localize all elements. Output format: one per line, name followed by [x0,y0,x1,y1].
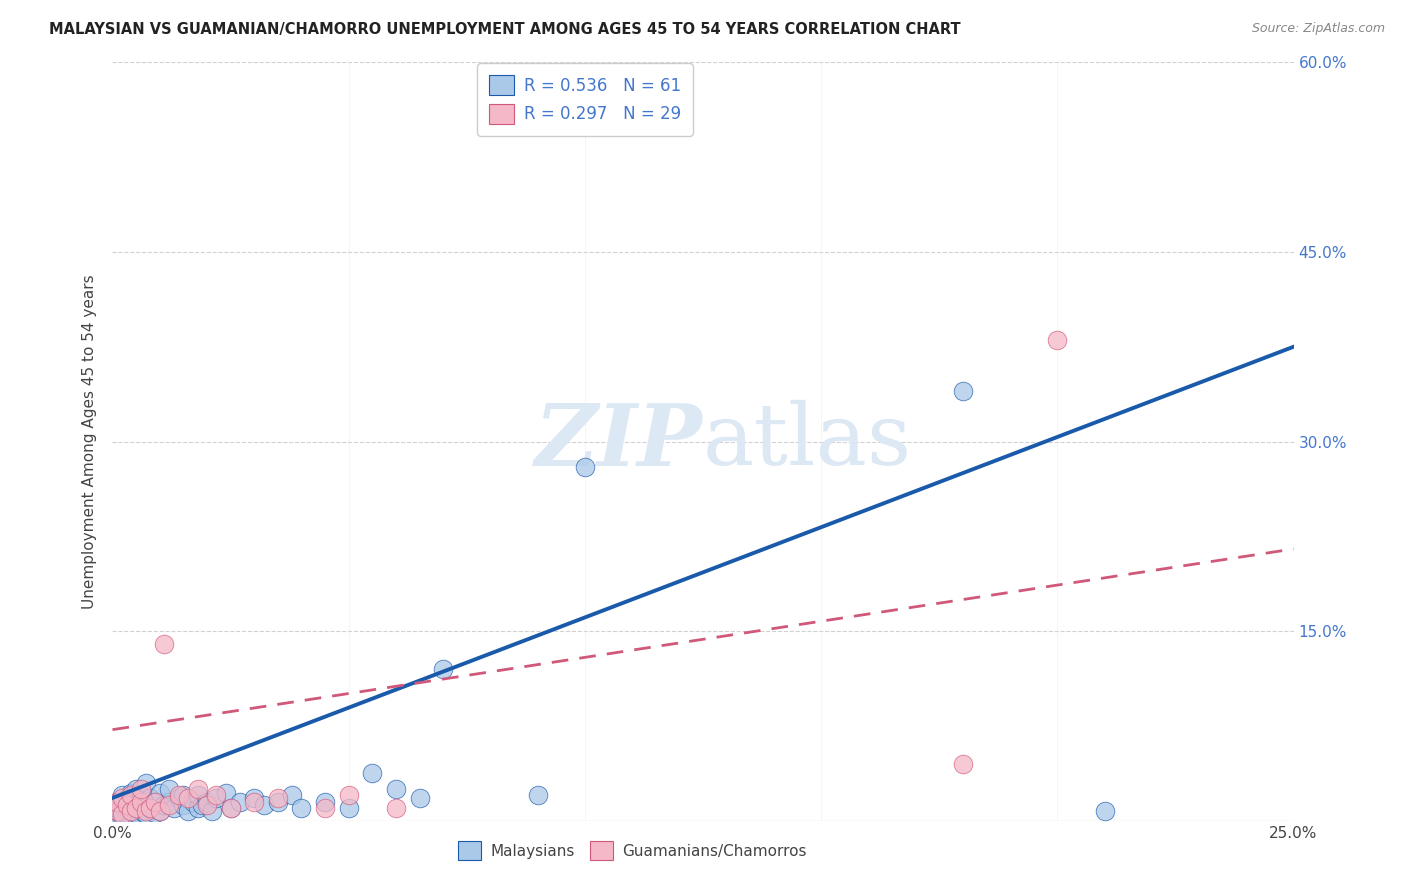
Point [243,795,266,809]
Y-axis label: Unemployment Among Ages 45 to 54 years: Unemployment Among Ages 45 to 54 years [82,274,97,609]
Point [177,804,200,818]
Point [574,459,596,474]
Point [243,791,266,805]
Point [125,801,148,815]
Point [120,808,142,822]
Point [111,789,134,803]
Point [120,786,142,800]
Point [139,801,162,815]
Point [135,807,157,822]
Point [143,806,166,821]
Point [135,804,157,818]
Point [385,782,408,797]
Point [314,795,336,809]
Point [143,795,166,809]
Point [1094,804,1116,818]
Point [186,782,208,797]
Point [186,789,208,803]
Point [115,791,138,805]
Point [432,662,454,676]
Point [120,789,142,803]
Point [115,801,138,815]
Point [219,801,242,815]
Point [337,789,360,803]
Point [143,795,166,809]
Point [120,804,142,818]
Point [172,789,194,803]
Point [149,786,172,800]
Point [163,801,186,815]
Point [201,804,224,818]
Point [135,776,157,790]
Point [139,791,162,805]
Point [149,804,172,818]
Point [157,782,180,797]
Point [195,798,218,813]
Legend: R = 0.536   N = 61, R = 0.297   N = 29: R = 0.536 N = 61, R = 0.297 N = 29 [477,63,693,136]
Point [172,798,194,813]
Point [139,801,162,815]
Point [129,782,152,797]
Point [191,798,214,813]
Point [337,801,360,815]
Point [1046,334,1069,348]
Point [111,805,134,819]
Point [115,798,138,813]
Point [526,789,548,803]
Point [195,795,218,809]
Point [157,795,180,809]
Text: ZIP: ZIP [536,400,703,483]
Point [253,798,276,813]
Point [105,795,128,809]
Point [111,807,134,822]
Point [229,795,252,809]
Point [267,795,290,809]
Text: MALAYSIAN VS GUAMANIAN/CHAMORRO UNEMPLOYMENT AMONG AGES 45 TO 54 YEARS CORRELATI: MALAYSIAN VS GUAMANIAN/CHAMORRO UNEMPLOY… [49,22,960,37]
Point [290,801,312,815]
Point [219,801,242,815]
Point [314,801,336,815]
Point [186,801,208,815]
Point [153,798,176,813]
Point [385,801,408,815]
Point [205,789,228,803]
Point [129,795,152,809]
Point [177,791,200,805]
Point [125,806,148,821]
Point [111,810,134,824]
Point [125,782,148,797]
Point [267,791,290,805]
Point [167,791,190,805]
Point [105,801,128,815]
Point [105,804,128,818]
Point [105,807,128,822]
Point [115,807,138,822]
Point [157,798,180,813]
Point [135,798,157,813]
Point [125,796,148,810]
Point [952,756,974,771]
Point [111,798,134,813]
Point [215,786,238,800]
Point [361,765,384,780]
Point [129,789,152,803]
Point [105,795,128,809]
Point [105,804,128,818]
Point [205,791,228,805]
Point [120,798,142,813]
Point [952,384,974,398]
Text: atlas: atlas [703,400,912,483]
Point [408,791,430,805]
Point [167,789,190,803]
Point [153,637,176,651]
Point [181,795,204,809]
Point [129,804,152,818]
Text: Source: ZipAtlas.com: Source: ZipAtlas.com [1251,22,1385,36]
Point [149,804,172,818]
Point [281,789,304,803]
Point [111,791,134,805]
